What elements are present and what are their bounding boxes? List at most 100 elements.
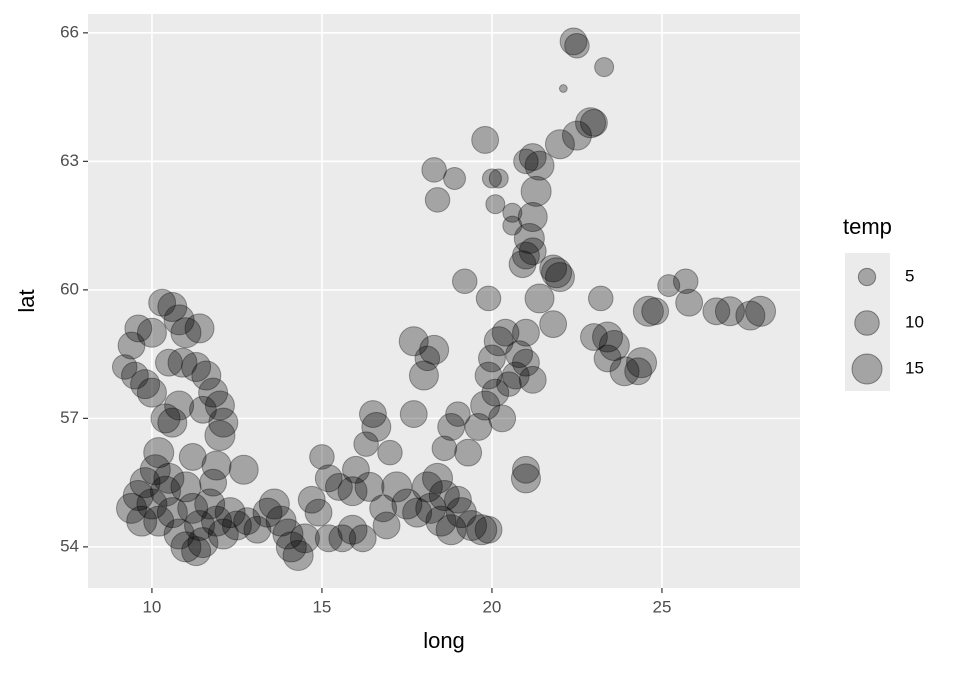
y-axis-title: lat: [14, 289, 39, 312]
legend-label: 10: [905, 312, 924, 331]
point: [398, 326, 429, 357]
point: [626, 347, 658, 379]
point: [524, 150, 555, 181]
point: [181, 536, 212, 567]
point: [474, 515, 503, 544]
point: [745, 295, 777, 327]
point: [402, 497, 433, 528]
point: [265, 505, 297, 537]
point: [124, 314, 153, 343]
legend-key: [857, 267, 877, 287]
point: [199, 468, 228, 497]
point: [204, 390, 235, 421]
point: [624, 357, 653, 386]
point: [391, 488, 423, 520]
point: [632, 295, 664, 327]
point: [167, 347, 198, 378]
point: [170, 531, 202, 563]
point: [156, 497, 188, 529]
point: [136, 377, 167, 408]
point: [314, 464, 343, 493]
point: [177, 492, 209, 524]
point: [111, 354, 138, 380]
point: [539, 310, 568, 339]
point: [187, 527, 219, 559]
point: [170, 471, 202, 503]
point: [381, 471, 413, 503]
point: [121, 361, 149, 390]
point: [485, 194, 506, 215]
legend-title: temp: [843, 214, 892, 239]
point: [155, 348, 183, 377]
point: [411, 471, 443, 503]
point: [454, 438, 483, 467]
legend-key: [854, 310, 880, 336]
point: [513, 148, 539, 175]
point: [471, 126, 500, 154]
point: [328, 524, 357, 553]
point: [184, 509, 216, 541]
point: [592, 321, 624, 353]
point: [483, 326, 514, 357]
point: [208, 407, 239, 438]
point: [464, 413, 493, 441]
point: [122, 479, 154, 511]
point: [361, 411, 392, 442]
point: [130, 369, 161, 400]
point: [488, 404, 517, 433]
legend-key: [851, 353, 883, 385]
point: [421, 157, 447, 183]
point: [593, 344, 622, 373]
point: [221, 510, 252, 541]
point: [170, 317, 202, 349]
point: [342, 455, 370, 484]
point: [275, 531, 307, 563]
point: [191, 360, 222, 391]
point: [337, 514, 368, 545]
point: [228, 454, 259, 485]
point: [524, 283, 555, 314]
point: [502, 202, 523, 223]
point: [558, 84, 568, 93]
point: [181, 351, 212, 382]
point: [348, 524, 377, 553]
point: [488, 168, 509, 189]
point: [673, 268, 699, 295]
point: [337, 476, 368, 507]
point: [359, 400, 387, 429]
point: [657, 274, 681, 298]
point: [422, 462, 454, 494]
point: [353, 431, 379, 457]
point: [143, 505, 175, 537]
point: [163, 304, 195, 336]
point: [564, 32, 590, 59]
point: [117, 331, 146, 360]
point: [491, 318, 520, 347]
point: [496, 371, 522, 397]
point: [419, 334, 450, 365]
point: [164, 390, 195, 421]
point: [126, 505, 158, 537]
point: [207, 518, 239, 550]
point: [289, 523, 320, 554]
point: [539, 254, 568, 283]
point: [150, 475, 182, 507]
point: [258, 488, 290, 520]
point: [513, 222, 545, 254]
point: [372, 511, 401, 540]
legend-key-bg: [845, 253, 890, 391]
point: [445, 497, 477, 529]
point: [512, 348, 540, 377]
point: [178, 443, 207, 471]
point: [510, 463, 541, 494]
point: [325, 472, 353, 501]
point: [475, 285, 502, 312]
point: [282, 539, 314, 571]
point: [272, 518, 304, 550]
point: [518, 237, 547, 266]
point: [518, 365, 547, 394]
point: [559, 27, 588, 56]
point: [456, 509, 488, 541]
point: [520, 175, 552, 207]
point: [116, 492, 148, 524]
